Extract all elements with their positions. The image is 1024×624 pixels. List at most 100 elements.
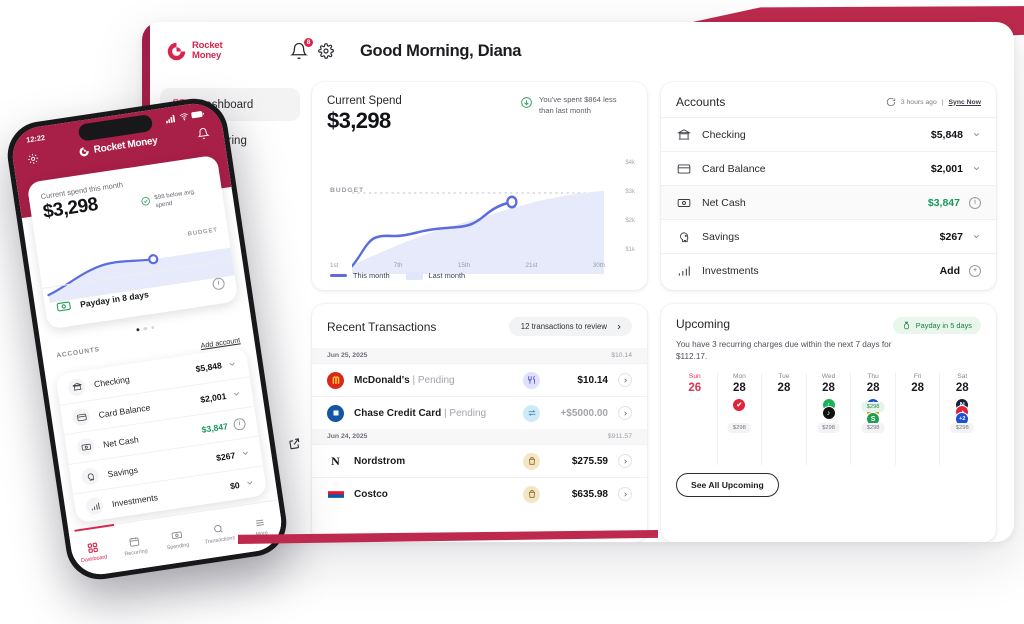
account-value: $5,848 [194, 360, 223, 375]
x-tick-label: 30th [592, 262, 605, 269]
gear-icon[interactable] [318, 43, 334, 59]
logo-text-line1: Rocket [192, 40, 223, 51]
account-row-card-balance[interactable]: Card Balance $2,001 [661, 151, 996, 185]
calendar-amount: $298 [727, 423, 751, 433]
phone-nav-more[interactable]: More [238, 513, 283, 540]
plus-icon[interactable]: + [969, 264, 981, 277]
bank-icon [67, 377, 87, 397]
carousel-dot[interactable] [150, 325, 155, 330]
phone-nav-recurring[interactable]: Recurring [112, 532, 157, 559]
transaction-detail-button[interactable] [618, 373, 632, 387]
current-spend-amount: $3,298 [327, 108, 391, 133]
info-icon[interactable]: i [232, 416, 247, 431]
review-transactions-button[interactable]: 12 transactions to review [508, 317, 632, 336]
x-tick-label: 15th [457, 262, 471, 269]
table-row[interactable]: Costco $635.98 [312, 477, 647, 510]
chevron-down-icon[interactable] [231, 389, 241, 399]
calendar-day-number: 28 [866, 382, 880, 394]
account-value: $5,848 [930, 128, 963, 141]
notifications-button[interactable]: 8 [290, 37, 314, 60]
carousel-dot[interactable] [143, 326, 148, 331]
upcoming-card: Upcoming Payday in 5 days You have 3 rec… [661, 304, 996, 542]
chevron-down-icon[interactable] [227, 359, 237, 369]
transaction-amount: $635.98 [571, 488, 608, 500]
phone-carousel-dots[interactable] [136, 325, 155, 332]
transaction-name: Nordstrom [354, 455, 406, 467]
page-title: Good Morning, Diana [360, 41, 522, 60]
info-icon[interactable]: i [211, 276, 226, 291]
phone-nav-dashboard[interactable]: Dashboard [71, 538, 116, 565]
battery-icon [191, 111, 204, 119]
see-all-upcoming-button[interactable]: See All Upcoming [676, 473, 779, 497]
transaction-name: McDonald's | Pending [354, 374, 455, 386]
list-item[interactable]: Card Balance $2,001 [59, 376, 255, 435]
calendar-dow: Tue [778, 373, 790, 380]
calendar-dow: Sun [688, 373, 701, 380]
nav-label: Spending [166, 542, 190, 552]
chevron-down-icon[interactable] [245, 478, 255, 488]
table-row[interactable]: N Nordstrom $275.59 [312, 444, 647, 477]
phone-brand: Rocket Money [78, 135, 158, 158]
calendar-day-sat[interactable]: Sat 28 N ◑ +2 $298 [940, 373, 984, 465]
chevron-right-icon [617, 324, 621, 329]
charge-icon: ✔ [732, 398, 747, 412]
accounts-header: Accounts 3 hours ago | Sync Now [661, 82, 996, 117]
shopping-bag-icon [523, 485, 540, 503]
transaction-name: Costco [354, 488, 388, 500]
calendar-day-mon[interactable]: Mon 28 ✔ $298 [718, 373, 763, 465]
money-icon [56, 301, 71, 312]
table-row[interactable]: Chase Credit Card | Pending +$5000.00 [312, 396, 647, 429]
transaction-detail-button[interactable] [618, 487, 632, 501]
sync-now-link[interactable]: Sync Now [948, 98, 981, 106]
calendar-day-number: 28 [911, 382, 925, 394]
bell-icon[interactable] [196, 127, 210, 141]
grid-icon [71, 538, 115, 557]
calendar-amount: $298 [861, 423, 885, 433]
list-item[interactable]: Investments $0 [73, 465, 268, 524]
external-link-icon[interactable] [287, 436, 302, 451]
phone-nav-spending[interactable]: Spending [154, 526, 199, 553]
chevron-down-icon[interactable] [972, 232, 981, 241]
account-add-action[interactable]: Add [939, 264, 960, 277]
list-item[interactable]: Savings $267 [68, 435, 263, 494]
calendar-day-wed[interactable]: Wed 28 ↑ ♪ $298 [807, 373, 852, 465]
calendar-day-number: 28 [732, 382, 746, 394]
calendar-day-sun[interactable]: Sun 26 [673, 373, 718, 465]
calendar-day-thu[interactable]: Thu 28 f ● S $298 $298 [851, 373, 896, 465]
account-value: $3,847 [927, 196, 960, 209]
sync-separator: | [941, 98, 944, 106]
group-date: Jun 24, 2025 [327, 433, 368, 440]
card-icon [676, 161, 691, 176]
table-row[interactable]: McDonald's | Pending $10.14 [312, 363, 647, 396]
transaction-detail-button[interactable] [618, 406, 632, 420]
transaction-detail-button[interactable] [618, 454, 632, 468]
account-row-checking[interactable]: Checking $5,848 [661, 117, 996, 151]
account-row-investments[interactable]: Investments Add + [661, 253, 996, 287]
gear-icon[interactable] [26, 152, 40, 166]
chevron-down-icon[interactable] [972, 130, 981, 139]
phone-mockup: 12:22 Rocket Money [3, 94, 300, 584]
refresh-icon[interactable] [886, 97, 896, 107]
phone-payday-row[interactable]: Payday in 8 days i [42, 259, 239, 330]
bank-icon [676, 127, 691, 142]
carousel-dot-active[interactable] [136, 327, 141, 332]
search-icon [196, 519, 240, 538]
calendar-dow: Sat [957, 373, 968, 380]
list-item[interactable]: Checking $5,848 [55, 347, 249, 405]
calendar-chips [762, 398, 806, 434]
list-item[interactable]: Net Cash $3,847 i [64, 405, 259, 464]
logo-text-line2: Money [192, 50, 222, 61]
chevron-down-icon[interactable] [972, 164, 981, 173]
upcoming-calendar: Sun 26 Mon 28 ✔ $298 [673, 373, 984, 465]
account-row-savings[interactable]: Savings $267 [661, 219, 996, 253]
chevron-down-icon[interactable] [240, 448, 250, 458]
account-row-net-cash[interactable]: Net Cash $3,847 i [661, 185, 996, 219]
phone-nav-transactions[interactable]: Transactions [196, 519, 241, 546]
y-tick-label: $4k [625, 160, 635, 166]
calendar-day-tue[interactable]: Tue 28 [762, 373, 807, 465]
bar-chart-icon [84, 496, 105, 516]
info-icon[interactable]: i [969, 196, 981, 209]
rocket-money-logo[interactable]: Rocket Money [166, 41, 258, 62]
calendar-day-fri[interactable]: Fri 28 [896, 373, 941, 465]
calendar-chips: ✔ $298 [718, 398, 762, 434]
